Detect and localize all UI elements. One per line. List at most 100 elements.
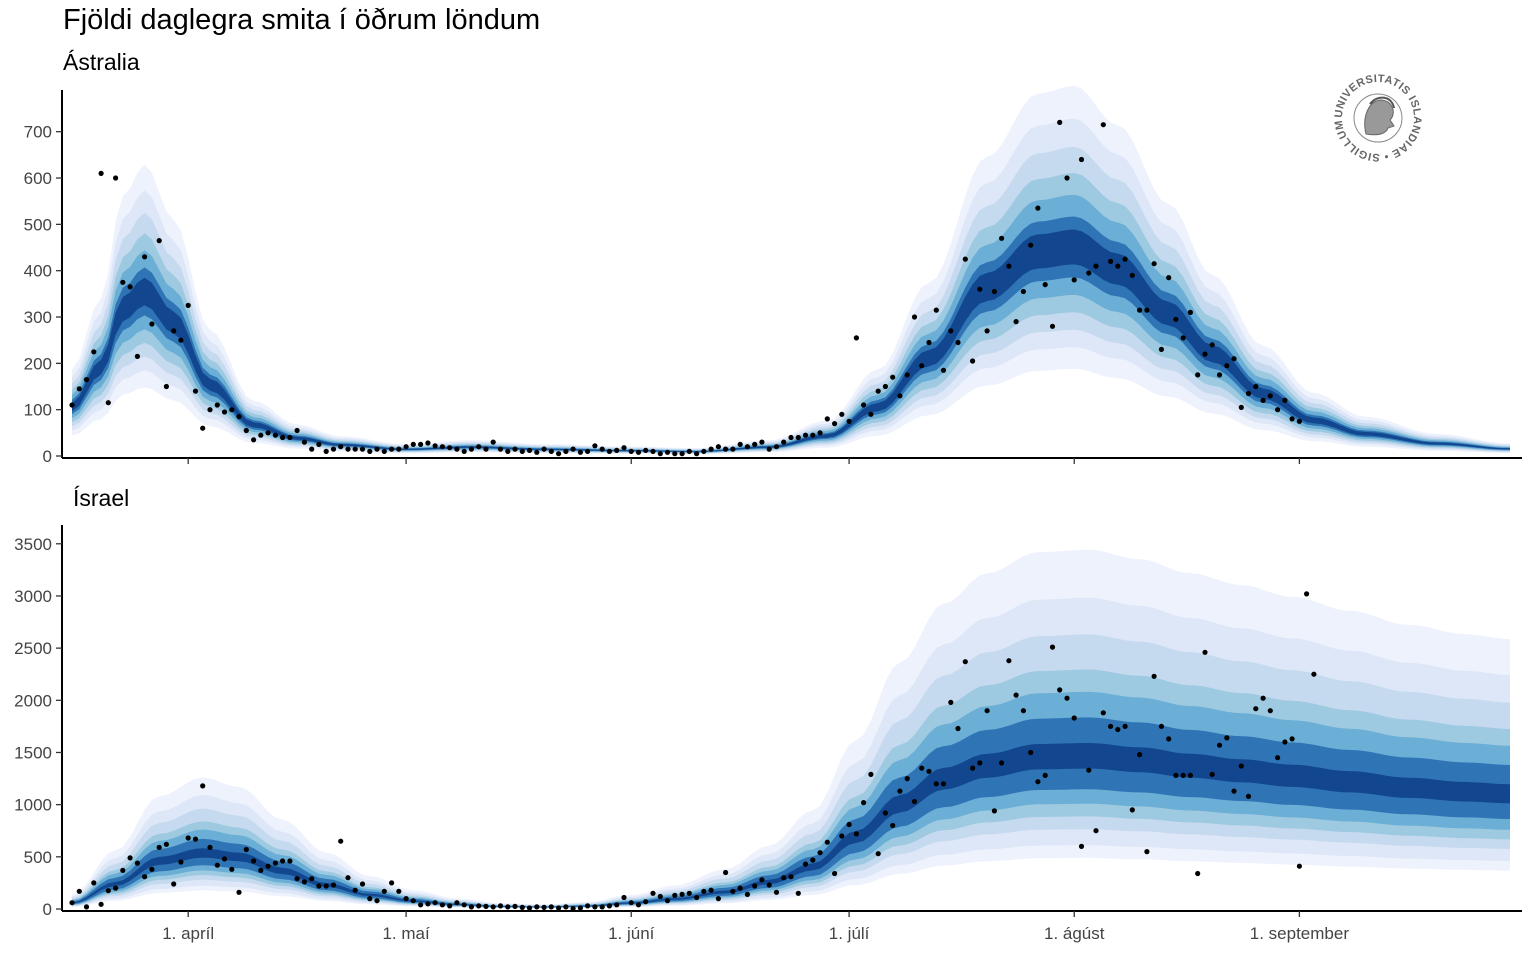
observation-point (120, 279, 126, 285)
observation-point (1108, 258, 1114, 264)
observation-point (519, 448, 525, 454)
observation-point (1275, 755, 1281, 761)
observation-point (933, 307, 939, 313)
observation-point (1013, 319, 1019, 325)
observation-point (1166, 736, 1172, 742)
observation-point (999, 235, 1005, 241)
observation-point (1093, 263, 1099, 269)
observation-point (192, 388, 199, 394)
observation-point (962, 659, 968, 665)
observation-point (1028, 242, 1034, 248)
observation-point (548, 904, 554, 910)
observation-point (185, 302, 191, 308)
observation-point (1122, 256, 1128, 262)
observation-point (759, 877, 765, 883)
observation-point (142, 874, 148, 880)
observation-point (345, 446, 351, 452)
observation-point (606, 448, 613, 454)
observation-point (563, 448, 569, 454)
observation-point (330, 446, 337, 452)
observation-point (556, 451, 562, 457)
observation-point (817, 430, 823, 436)
observation-point (635, 449, 642, 455)
observation-point (1180, 335, 1186, 341)
observation-point (1245, 390, 1252, 397)
observation-point (171, 881, 177, 887)
observation-point (1231, 788, 1237, 794)
observation-point (389, 446, 395, 452)
observation-point (1253, 706, 1259, 712)
observation-point (802, 432, 809, 438)
observation-point (367, 448, 373, 454)
observation-point (1187, 772, 1193, 779)
observation-point (984, 708, 990, 714)
observation-point (1260, 695, 1266, 701)
observation-point (1100, 710, 1106, 716)
observation-point (301, 439, 307, 445)
observation-point (497, 446, 504, 452)
observation-point (243, 846, 249, 853)
observation-point (1282, 397, 1288, 403)
observation-point (91, 349, 97, 355)
observation-point (1311, 671, 1317, 677)
observation-point (730, 888, 736, 894)
observation-point (911, 798, 918, 805)
observation-point (243, 427, 249, 434)
observation-point (708, 887, 714, 893)
panel-label: Ástralia (63, 49, 140, 75)
observation-point (461, 902, 467, 908)
observation-point (955, 725, 961, 732)
prediction-band-2 (72, 118, 1510, 454)
observation-point (381, 448, 387, 454)
observation-point (556, 905, 562, 911)
observation-point (490, 904, 496, 910)
y-tick-label: 1000 (14, 796, 52, 815)
observation-point (723, 446, 729, 452)
observation-point (846, 418, 852, 424)
observation-point (142, 254, 148, 260)
observation-point (236, 889, 242, 895)
observation-point (839, 411, 845, 417)
observation-point (970, 358, 976, 364)
observation-point (265, 863, 271, 869)
observation-point (91, 880, 97, 886)
observation-point (585, 448, 591, 454)
observation-point (911, 314, 918, 320)
observation-point (1144, 307, 1150, 313)
observation-point (904, 372, 910, 378)
observation-point (432, 900, 438, 906)
y-tick-label: 0 (43, 900, 52, 919)
observation-point (766, 446, 772, 452)
observation-point (134, 353, 140, 359)
y-tick-label: 2500 (14, 639, 52, 658)
observation-point (338, 838, 344, 844)
panel-label: Ísrael (73, 485, 129, 511)
observation-point (76, 386, 82, 392)
observation-point (468, 904, 474, 910)
observation-point (1144, 849, 1150, 855)
observation-point (1006, 263, 1012, 269)
observation-point (1289, 416, 1295, 422)
observation-point (890, 822, 896, 829)
observation-point (824, 839, 830, 845)
observation-point (977, 760, 983, 766)
observation-point (606, 903, 613, 909)
observation-point (861, 402, 867, 408)
observation-point (1049, 323, 1056, 329)
observation-point (650, 890, 656, 896)
observation-point (396, 446, 402, 452)
observation-point (352, 887, 358, 893)
observation-point (483, 903, 489, 910)
observation-point (766, 882, 772, 888)
observation-point (592, 904, 598, 910)
observation-point (272, 860, 278, 866)
observation-point (178, 337, 184, 343)
observation-point (338, 444, 344, 450)
observation-point (1129, 807, 1135, 813)
observation-point (149, 866, 155, 872)
observation-point (984, 328, 990, 334)
observation-point (824, 416, 830, 422)
observation-point (1195, 372, 1201, 378)
observation-point (1137, 752, 1143, 758)
observation-point (410, 441, 416, 447)
